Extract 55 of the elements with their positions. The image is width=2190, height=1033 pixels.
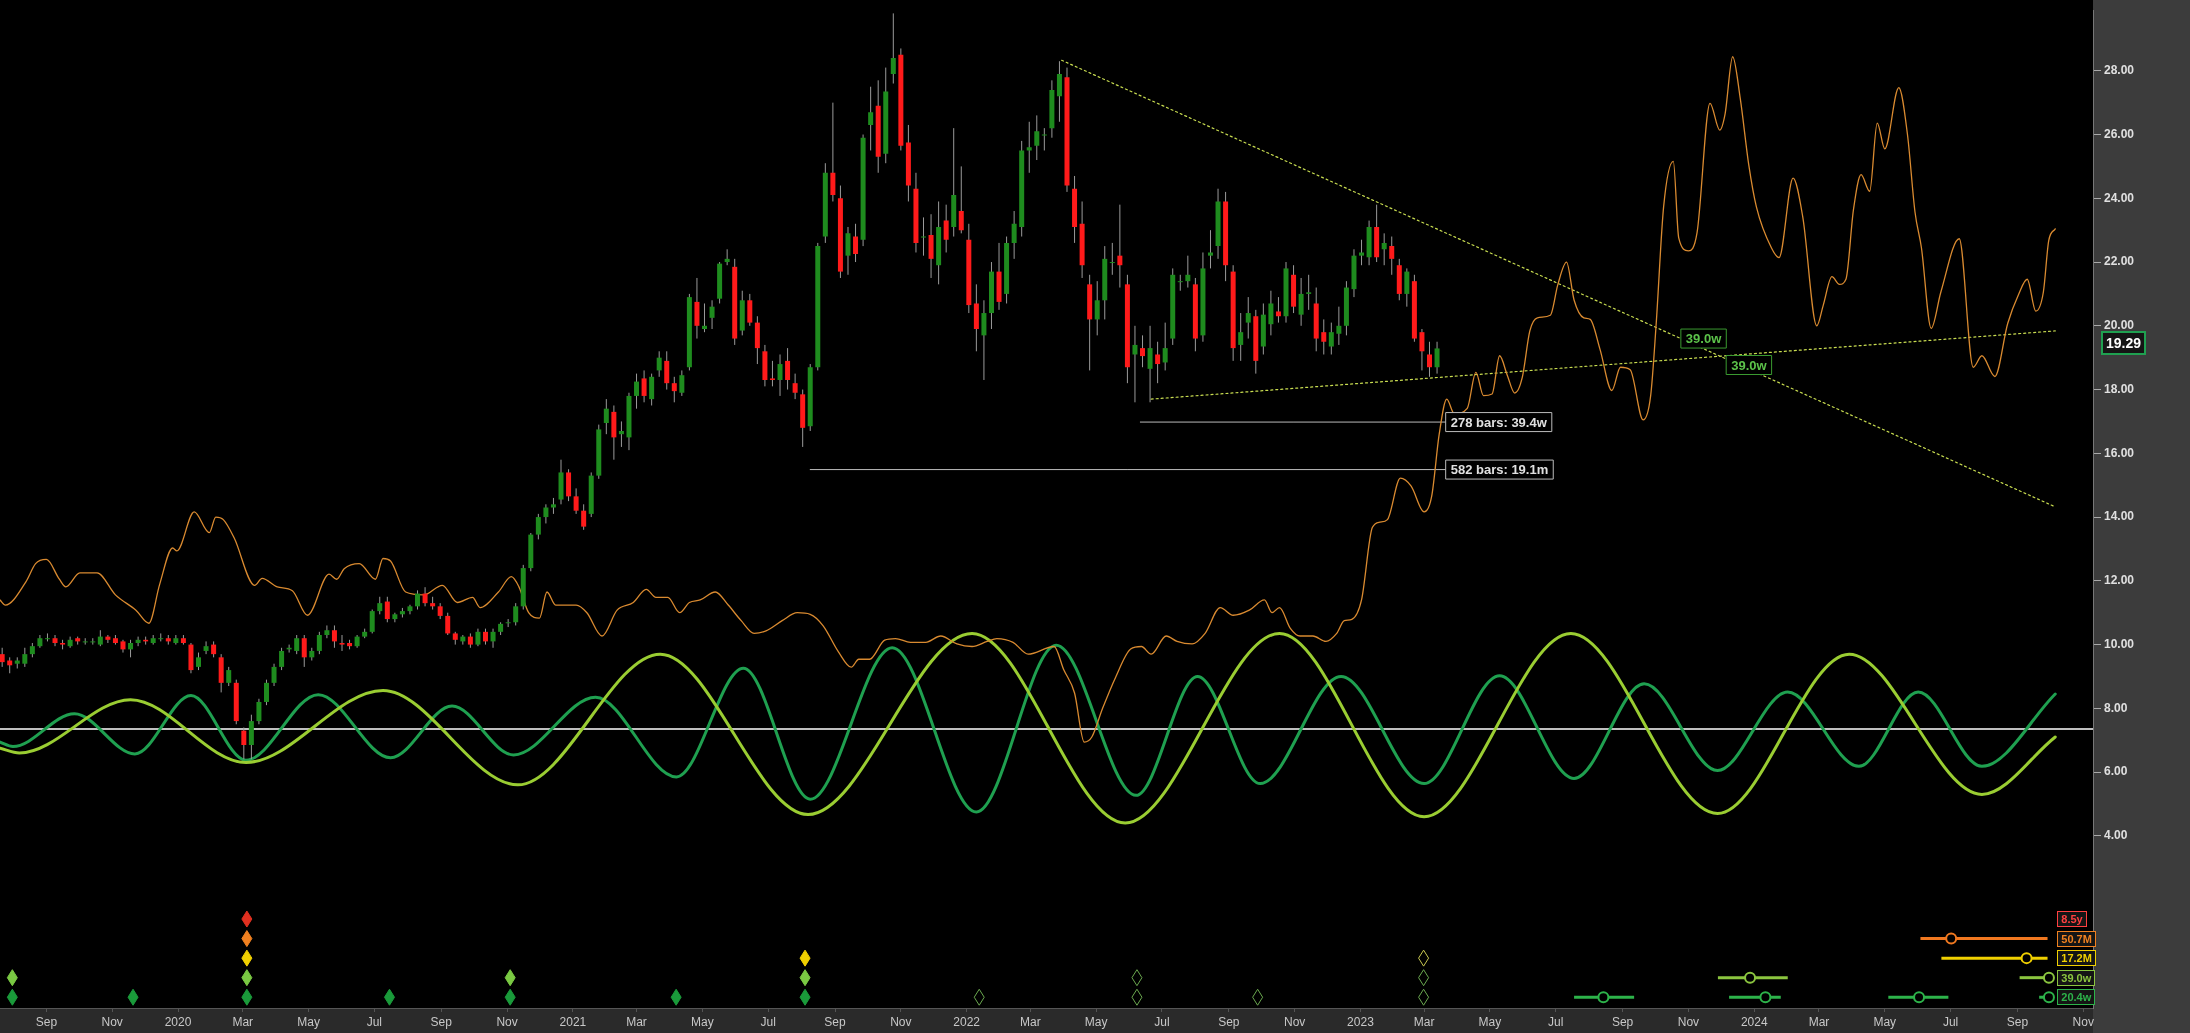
x-tick-label: Mar: [1413, 1014, 1435, 1029]
x-tick-label: 2021: [559, 1014, 587, 1029]
y-tick-label: 22.00: [2104, 254, 2135, 269]
y-tick-label: 4.00: [2104, 828, 2128, 843]
x-tick-label: May: [691, 1014, 714, 1029]
annotation: 582 bars: 19.1m: [1450, 462, 1549, 478]
y-tick-label: 18.00: [2104, 381, 2135, 396]
annotation: 8.5y: [2057, 911, 2087, 928]
y-tick-label: 12.00: [2104, 573, 2135, 588]
annotation: 17.2M: [2057, 950, 2096, 967]
x-tick-label: Nov: [2072, 1014, 2094, 1029]
annotation: 278 bars: 39.4w: [1450, 414, 1548, 430]
x-tick-label: May: [1478, 1014, 1502, 1029]
x-tick-label: Mar: [1019, 1014, 1041, 1029]
annotation: 20.4w: [2057, 989, 2096, 1006]
x-tick-label: Sep: [824, 1014, 847, 1029]
x-tick-label: Sep: [2006, 1014, 2029, 1029]
y-tick-label: 16.00: [2104, 445, 2135, 460]
annotation: 39.0w: [2057, 969, 2096, 986]
x-tick-label: Mar: [232, 1014, 254, 1029]
x-tick-label: 2022: [953, 1014, 981, 1029]
x-tick-label: Jul: [1942, 1014, 1959, 1029]
x-tick-label: Nov: [496, 1014, 518, 1029]
y-tick-label: 28.00: [2104, 63, 2135, 78]
x-tick-label: May: [297, 1014, 320, 1029]
y-tick-label: 6.00: [2104, 764, 2128, 779]
x-tick-label: Sep: [1218, 1014, 1240, 1029]
x-tick-label: Jul: [1154, 1014, 1170, 1029]
y-tick-label: 14.00: [2104, 509, 2135, 524]
annotation: 39.0w: [1731, 357, 1768, 373]
x-tick-label: 2023: [1347, 1014, 1375, 1029]
x-tick-label: Mar: [1808, 1014, 1830, 1029]
x-tick-label: Mar: [626, 1014, 647, 1029]
x-tick-label: May: [1084, 1014, 1108, 1029]
y-tick-label: 8.00: [2104, 700, 2128, 715]
x-tick-label: Nov: [1677, 1014, 1700, 1029]
annotation: 50.7M: [2057, 930, 2096, 947]
y-tick-label: 24.00: [2104, 190, 2135, 205]
x-tick-label: May: [1873, 1014, 1897, 1029]
y-tick-label: 20.00: [2104, 318, 2135, 333]
y-tick-label: 26.00: [2104, 126, 2135, 141]
x-tick-label: Jul: [760, 1014, 776, 1029]
x-tick-label: 2020: [164, 1014, 192, 1029]
annotation: 39.0w: [1685, 331, 1723, 347]
x-tick-label: Jul: [366, 1014, 383, 1029]
x-tick-label: Sep: [430, 1014, 453, 1029]
x-tick-label: Nov: [890, 1014, 912, 1029]
x-tick-label: Nov: [1283, 1014, 1306, 1029]
x-tick-label: 2024: [1740, 1014, 1768, 1029]
x-tick-label: Nov: [101, 1014, 123, 1029]
text: 19.29: [2101, 331, 2147, 355]
x-tick-label: Sep: [35, 1014, 58, 1029]
x-tick-label: Jul: [1548, 1014, 1564, 1029]
y-tick-label: 10.00: [2104, 636, 2135, 651]
x-tick-label: Sep: [1611, 1014, 1634, 1029]
